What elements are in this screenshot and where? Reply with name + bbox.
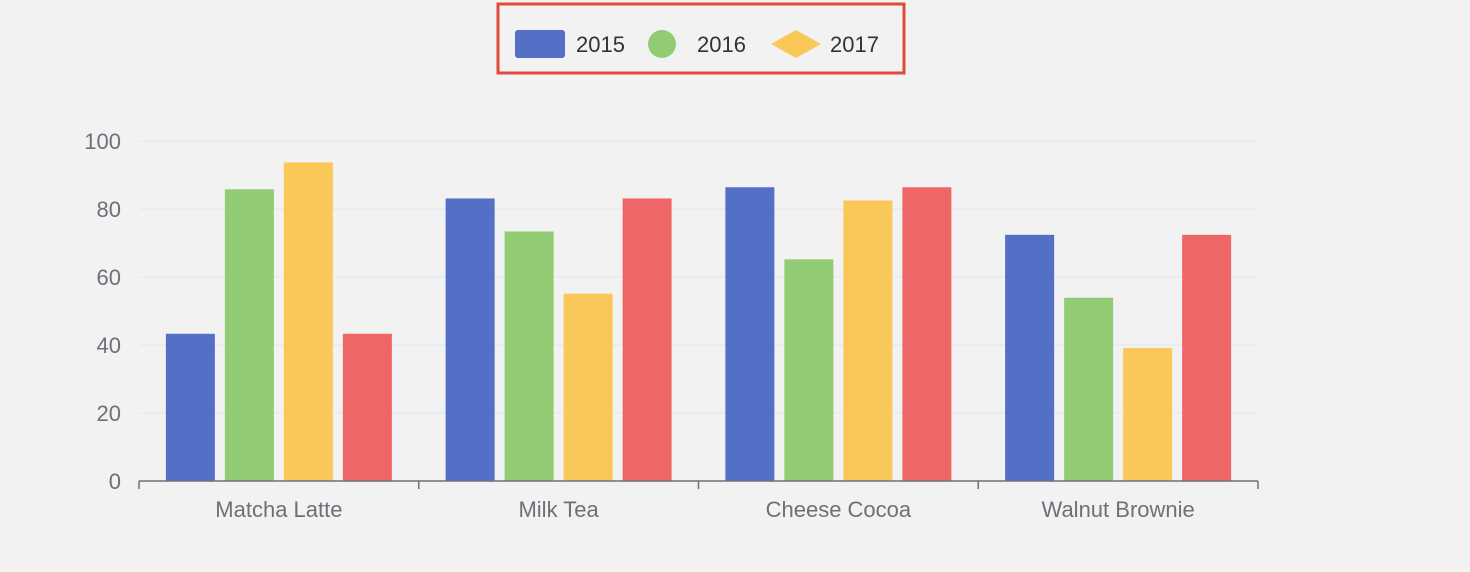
- legend-item[interactable]: 2017: [771, 30, 879, 58]
- bar[interactable]: [1064, 297, 1114, 481]
- bar[interactable]: [342, 333, 392, 481]
- bar[interactable]: [563, 293, 613, 481]
- bar[interactable]: [843, 200, 893, 482]
- bar[interactable]: [1123, 348, 1173, 481]
- legend-label: 2015: [576, 32, 625, 57]
- legend-item[interactable]: 2015: [515, 30, 625, 58]
- x-tick-label: Milk Tea: [518, 497, 599, 522]
- legend-highlight-box: [496, 2, 906, 75]
- y-tick-label: 20: [97, 401, 121, 426]
- legend-circle-icon: [648, 30, 676, 58]
- bar[interactable]: [622, 198, 672, 481]
- x-tick-label: Walnut Brownie: [1042, 497, 1195, 522]
- bar[interactable]: [784, 259, 834, 481]
- bar[interactable]: [1005, 234, 1055, 481]
- bar[interactable]: [445, 198, 495, 481]
- legend-rect-icon: [515, 30, 565, 58]
- legend-label: 2017: [830, 32, 879, 57]
- bars: [165, 162, 1232, 482]
- bar[interactable]: [504, 231, 554, 481]
- x-tick-label: Cheese Cocoa: [766, 497, 912, 522]
- bar[interactable]: [725, 187, 775, 482]
- bar[interactable]: [1182, 234, 1232, 481]
- legend-label: 2016: [697, 32, 746, 57]
- x-tick-label: Matcha Latte: [215, 497, 342, 522]
- legend-item[interactable]: 2016: [648, 30, 746, 58]
- y-tick-label: 80: [97, 197, 121, 222]
- y-tick-label: 60: [97, 265, 121, 290]
- legend: 2015 2016 2017: [496, 2, 906, 75]
- y-tick-label: 40: [97, 333, 121, 358]
- bar[interactable]: [224, 189, 274, 481]
- bar[interactable]: [902, 187, 952, 482]
- legend-diamond-icon: [771, 30, 821, 58]
- y-tick-label: 0: [109, 469, 121, 494]
- bar[interactable]: [165, 333, 215, 481]
- bar[interactable]: [283, 162, 333, 482]
- axes: 0 20 40 60 80 100 Matcha Latte Milk Tea Cheese C…: [84, 129, 1259, 522]
- y-tick-label: 100: [84, 129, 121, 154]
